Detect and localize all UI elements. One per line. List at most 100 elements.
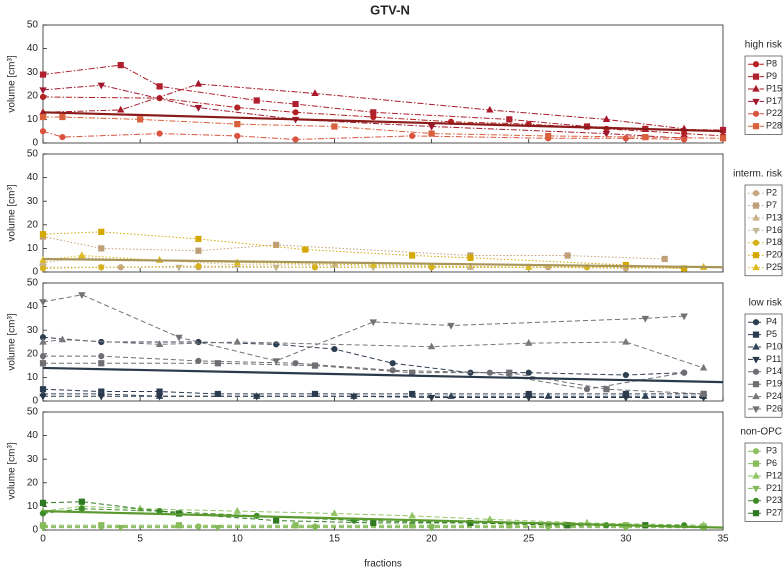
legend-label: P15: [766, 83, 782, 93]
legend-marker: [752, 110, 760, 117]
data-point: [331, 123, 338, 130]
legend-marker: [752, 252, 760, 259]
data-point: [350, 393, 358, 401]
legend-marker: [752, 342, 760, 350]
legend-title: high risk: [745, 40, 783, 51]
legend-label: P20: [766, 250, 782, 260]
data-point: [39, 393, 47, 401]
data-point: [39, 525, 47, 532]
data-point: [234, 132, 241, 139]
data-point: [311, 89, 319, 97]
data-point: [194, 79, 203, 87]
y-tick-label: 30: [27, 454, 39, 465]
legend-label: P7: [766, 200, 777, 210]
y-tick-label: 30: [27, 325, 39, 336]
data-point: [98, 353, 105, 360]
data-point: [622, 135, 629, 142]
data-point: [311, 362, 319, 369]
legend-label: P19: [766, 379, 782, 389]
y-axis-label: volume [cm³]: [7, 313, 18, 370]
data-point: [98, 245, 105, 252]
legend-marker: [752, 406, 760, 414]
data-point: [39, 71, 47, 78]
legend-marker: [752, 98, 760, 106]
data-point: [253, 393, 261, 401]
data-point: [156, 130, 163, 137]
data-point: [233, 506, 241, 514]
legend-label: P6: [766, 458, 777, 468]
series-line: [43, 362, 704, 395]
y-tick-label: 0: [32, 138, 38, 149]
data-point: [292, 100, 299, 108]
legend-box: [744, 55, 783, 135]
data-point: [427, 342, 436, 350]
data-point: [78, 505, 85, 512]
data-point: [330, 509, 339, 517]
data-point: [195, 523, 202, 530]
legend-label: P3: [766, 446, 777, 456]
data-point: [155, 393, 164, 401]
y-tick-label: 10: [27, 114, 39, 125]
data-point: [681, 130, 688, 137]
data-point: [195, 263, 202, 270]
y-tick-label: 40: [27, 43, 39, 54]
data-point: [155, 340, 164, 347]
data-point: [58, 335, 67, 343]
data-point: [602, 115, 611, 122]
legend-label: P21: [766, 483, 782, 493]
y-tick-label: 0: [32, 525, 38, 536]
data-point: [39, 128, 47, 135]
data-point: [525, 369, 532, 376]
series-line: [43, 393, 704, 397]
y-tick-label: 0: [32, 396, 38, 407]
legend-marker: [752, 331, 760, 338]
plot-area: [42, 411, 724, 531]
legend-title: interm. risk: [733, 169, 783, 180]
data-point: [642, 134, 649, 141]
data-point: [117, 62, 124, 69]
data-point: [292, 522, 299, 529]
data-point: [156, 83, 163, 90]
data-point: [369, 260, 377, 268]
data-point: [699, 363, 708, 371]
y-tick-label: 30: [27, 196, 39, 207]
legend-marker: [752, 319, 760, 326]
plot-area: [42, 153, 724, 273]
data-point: [311, 264, 319, 271]
y-tick-label: 20: [27, 477, 39, 488]
data-point: [622, 337, 630, 345]
y-tick-label: 50: [27, 278, 39, 289]
x-tick-label: 25: [523, 534, 535, 545]
data-point: [272, 358, 280, 366]
series-line: [42, 339, 704, 369]
data-point: [583, 386, 591, 393]
legend-marker: [752, 471, 760, 479]
data-point: [370, 519, 377, 527]
x-tick-label: 5: [137, 534, 143, 545]
data-point: [331, 346, 338, 353]
legend-label: P12: [766, 470, 782, 480]
legend-label: P27: [766, 508, 782, 518]
data-point: [719, 135, 727, 142]
y-tick-label: 50: [27, 407, 39, 418]
legend-title: low risk: [749, 298, 783, 309]
trend-line: [42, 111, 724, 133]
data-point: [39, 113, 47, 121]
data-point: [389, 367, 396, 374]
data-point: [233, 337, 241, 345]
data-point: [564, 252, 571, 259]
data-point: [39, 231, 47, 238]
legend-marker: [752, 227, 760, 235]
y-tick-label: 10: [27, 501, 39, 512]
data-point: [97, 393, 105, 401]
data-point: [273, 517, 280, 524]
y-tick-label: 20: [27, 219, 39, 230]
legend-marker: [752, 485, 760, 493]
data-point: [214, 360, 221, 367]
legend-label: P4: [766, 317, 777, 327]
legend-marker: [752, 392, 760, 400]
data-point: [78, 292, 86, 299]
data-point: [506, 116, 513, 123]
legend-marker: [752, 448, 760, 455]
